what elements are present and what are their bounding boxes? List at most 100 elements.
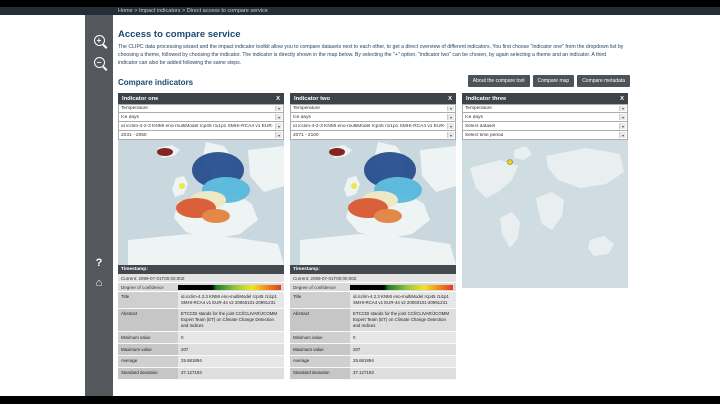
meta-value: id.icclim-4.2.3 KNMI eno-multiModel rcp4…: [178, 292, 284, 309]
time-period-select[interactable]: Select time period ▾: [462, 131, 628, 141]
chevron-down-icon: ▾: [275, 114, 282, 121]
home-icon: ⌂: [95, 277, 103, 289]
panel-title: Indicator two: [294, 95, 331, 102]
europe-map-graphic: [290, 140, 456, 266]
zoom-out-icon: −: [93, 57, 105, 68]
section-row: Compare indicators About the compare too…: [118, 75, 630, 88]
metadata-table: Title id.icclim-4.2.3 KNMI eno-multiMode…: [290, 292, 456, 380]
time-period-select[interactable]: 2071 - 2100 ▾: [290, 131, 456, 141]
dataset-select[interactable]: id icclim-4-2-3 KNMI eno-multiModel rcp4…: [118, 122, 284, 132]
indicator-select[interactable]: Ice days ▾: [462, 113, 628, 123]
meta-value: 37.127193: [178, 367, 284, 379]
time-period-select[interactable]: 2031 - 2050 ▾: [118, 131, 284, 141]
chevron-down-icon: ▾: [275, 132, 282, 139]
compare-map-button[interactable]: Compare map: [532, 75, 575, 88]
meta-value: 37.127193: [350, 367, 456, 379]
dataset-select[interactable]: id icclim-4-2-3 KNMI eno-multiModel rcp4…: [290, 122, 456, 132]
home-button[interactable]: ⌂: [85, 278, 113, 289]
meta-label: Abstract: [290, 309, 350, 332]
panel-title: Indicator one: [122, 95, 159, 102]
indicator-panel-one: Indicator one X Temperature ▾ Ice days ▾…: [118, 93, 284, 380]
table-row: Maximum value 207: [290, 344, 456, 356]
time-period-select-value: Select time period: [465, 132, 504, 138]
theme-select-value: Temperature: [465, 106, 492, 112]
indicator-select[interactable]: Ice days ▾: [290, 113, 456, 123]
meta-value: 207: [178, 344, 284, 355]
chevron-down-icon: ▾: [447, 123, 454, 130]
dataset-select-value: Select dataset: [465, 123, 496, 129]
theme-select[interactable]: Temperature ▾: [290, 104, 456, 114]
letterbox-top: [0, 0, 720, 7]
table-row: Standard deviation 37.127193: [118, 367, 284, 380]
intro-text: The CLIPC data processing wizard and the…: [118, 44, 624, 66]
theme-select[interactable]: Temperature ▾: [118, 104, 284, 114]
zoom-in-button[interactable]: +: [85, 35, 113, 46]
breadcrumb[interactable]: Home > Impact indicators > Direct access…: [118, 8, 268, 14]
table-row: Abstract ETCCDI stands for the joint CCl…: [118, 309, 284, 333]
letterbox-bottom: [0, 396, 720, 404]
table-row: Title id.icclim-4.2.3 KNMI eno-multiMode…: [290, 292, 456, 310]
indicator-map[interactable]: [290, 140, 456, 266]
table-row: Standard deviation 37.127193: [290, 367, 456, 380]
timestamp-current: Current: 2099-07-01T00:00:00Z: [290, 274, 456, 284]
chevron-down-icon: ▾: [619, 123, 626, 130]
meta-value: id.icclim-4.2.3 KNMI eno-multiModel rcp4…: [350, 292, 456, 309]
table-row: Average 25.681894: [118, 355, 284, 368]
confidence-gradient-bar: [350, 284, 453, 290]
toolbar: About the compare tool Compare map Compa…: [467, 75, 630, 88]
table-row: Abstract ETCCDI stands for the joint CCl…: [290, 309, 456, 333]
panel-title: Indicator three: [466, 95, 507, 102]
panel-header: Indicator two X: [290, 93, 456, 105]
dataset-select[interactable]: Select dataset ▾: [462, 122, 628, 132]
compare-metadata-button[interactable]: Compare metadata: [577, 75, 630, 88]
timestamp-header: Timestamp:: [118, 265, 284, 275]
timestamp-header: Timestamp:: [290, 265, 456, 275]
panel-header: Indicator three X: [462, 93, 628, 105]
indicator-panel-three: Indicator three X Temperature ▾ Ice days…: [462, 93, 628, 289]
theme-select-value: Temperature: [121, 106, 148, 112]
panels-container: Indicator one X Temperature ▾ Ice days ▾…: [118, 93, 630, 380]
meta-label: Maximum value: [118, 344, 178, 355]
time-period-select-value: 2071 - 2100: [293, 132, 319, 138]
indicator-select[interactable]: Ice days ▾: [118, 113, 284, 123]
indicator-panel-two: Indicator two X Temperature ▾ Ice days ▾…: [290, 93, 456, 380]
meta-value: 207: [350, 344, 456, 355]
help-button[interactable]: ?: [85, 258, 113, 269]
chevron-down-icon: ▾: [275, 123, 282, 130]
chevron-down-icon: ▾: [275, 106, 282, 112]
about-compare-tool-button[interactable]: About the compare tool: [467, 75, 530, 88]
indicator-select-value: Ice days: [121, 114, 139, 120]
meta-label: Abstract: [118, 309, 178, 332]
chevron-down-icon: ▾: [619, 114, 626, 121]
theme-select-value: Temperature: [293, 106, 320, 112]
table-row: Minimum value 0: [118, 332, 284, 345]
site-header: Home > Impact indicators > Direct access…: [0, 7, 720, 15]
main-content: Access to compare service The CLIPC data…: [118, 15, 630, 380]
indicator-select-value: Ice days: [293, 114, 311, 120]
meta-value: 0: [350, 332, 456, 344]
meta-value: 0: [178, 332, 284, 344]
close-icon[interactable]: X: [448, 95, 452, 102]
chevron-down-icon: ▾: [447, 114, 454, 121]
meta-label: Minimum value: [290, 332, 350, 344]
confidence-row: Degree of confidence: [290, 283, 456, 293]
indicator-select-value: Ice days: [465, 114, 483, 120]
timestamp-current: Current: 2099-07-01T00:00:00Z: [118, 274, 284, 284]
dataset-select-value: id icclim-4-2-3 KNMI eno-multiModel rcp4…: [293, 123, 445, 129]
close-icon[interactable]: X: [620, 95, 624, 102]
panel-header: Indicator one X: [118, 93, 284, 105]
indicator-map[interactable]: [118, 140, 284, 266]
chevron-down-icon: ▾: [447, 132, 454, 139]
table-row: Minimum value 0: [290, 332, 456, 345]
chevron-down-icon: ▾: [447, 106, 454, 112]
chevron-down-icon: ▾: [619, 132, 626, 139]
metadata-table: Title id.icclim-4.2.3 KNMI eno-multiMode…: [118, 292, 284, 380]
meta-label: Minimum value: [118, 332, 178, 344]
theme-select[interactable]: Temperature ▾: [462, 104, 628, 114]
world-map-graphic: [462, 140, 628, 289]
world-map[interactable]: [462, 140, 628, 289]
close-icon[interactable]: X: [276, 95, 280, 102]
help-icon: ?: [95, 257, 103, 269]
meta-label: Average: [118, 355, 178, 367]
zoom-out-button[interactable]: −: [85, 57, 113, 68]
